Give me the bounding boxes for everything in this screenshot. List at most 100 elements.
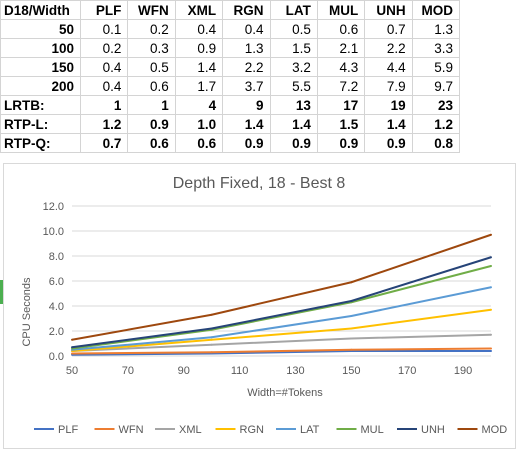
y-tick-label: 2.0: [49, 326, 64, 338]
series-line-plf[interactable]: [71, 350, 491, 356]
table-cell: 19: [364, 95, 413, 115]
table-cell: 0.2: [79, 38, 129, 58]
chart-canvas: 0.0 2.0 4.0 6.0 8.0 10.0 12.0 50 70 90 110 130 150 17…: [21, 175, 508, 436]
legend-label: PLF: [58, 424, 78, 436]
series-line-unh[interactable]: [71, 256, 492, 349]
table-row: 150 0.4 0.5 1.4 2.2 3.2 4.3 4.4 5.9: [0, 57, 461, 77]
axes: 0.0 2.0 4.0 6.0 8.0 10.0 12.0 50 70 90 110 130 150 17…: [43, 201, 473, 377]
series-line-lat[interactable]: [71, 286, 492, 351]
table-cell: 0.9: [269, 133, 318, 153]
series-line-wfn[interactable]: [71, 347, 492, 355]
table-cell: 7.2: [316, 76, 366, 96]
table-cell: 9: [222, 95, 271, 115]
data-point: [210, 327, 213, 330]
x-tick-label: 90: [178, 365, 190, 377]
table-cell: 1.3: [411, 19, 461, 39]
data-point: [210, 351, 213, 354]
data-point: [210, 338, 213, 341]
series-lines: [71, 233, 492, 356]
table-cell: 1.5: [269, 38, 318, 58]
table-cell: 5.9: [411, 57, 461, 77]
legend-item[interactable]: MUL: [336, 424, 384, 436]
row-label: 150: [0, 57, 81, 77]
header-cell: RGN: [222, 0, 271, 20]
table-cell: 0.5: [269, 19, 318, 39]
legend-item[interactable]: UNH: [397, 424, 445, 436]
data-point: [350, 315, 353, 317]
data-point: [71, 352, 73, 355]
row-label: 50: [0, 19, 81, 39]
summary-row: RTP-Q: 0.7 0.6 0.6 0.9 0.9 0.9 0.9 0.8: [0, 133, 461, 153]
table-cell: 4.4: [364, 57, 413, 77]
data-point: [210, 313, 213, 316]
table-cell: 3.7: [222, 76, 271, 96]
legend-label: RGN: [240, 424, 265, 436]
x-axis-label: Width=#Tokens: [247, 387, 323, 399]
table-cell: 0.4: [79, 57, 129, 77]
header-cell: WFN: [127, 0, 176, 20]
data-point: [490, 265, 492, 267]
table-cell: 0.6: [127, 133, 176, 153]
series-line-mod[interactable]: [71, 233, 492, 341]
table-cell: 1.2: [411, 114, 461, 134]
table-row: 200 0.4 0.6 1.7 3.7 5.5 7.2 7.9 9.7: [0, 76, 461, 96]
header-cell: XML: [174, 0, 224, 20]
table-cell: 4: [174, 95, 224, 115]
y-tick-label: 0.0: [49, 351, 64, 363]
y-tick-label: 10.0: [43, 226, 64, 238]
table-cell: 0.3: [127, 38, 176, 58]
y-tick-label: 12.0: [43, 201, 64, 213]
legend-item[interactable]: XML: [155, 424, 202, 436]
x-tick-label: 110: [231, 365, 249, 377]
table-cell: 0.6: [174, 133, 224, 153]
data-point: [490, 256, 492, 259]
table-row: 50 0.1 0.2 0.4 0.4 0.5 0.6 0.7 1.3: [0, 19, 461, 39]
data-table: D18/Width PLF WFN XML RGN LAT MUL UNH MOD 50 0.1 0.…: [0, 0, 461, 153]
table-cell: 2.2: [222, 57, 271, 77]
data-point: [490, 350, 492, 352]
series-line-mul[interactable]: [71, 265, 492, 350]
data-point: [350, 337, 353, 340]
table-cell: 1.4: [364, 114, 413, 134]
table-cell: 1.5: [316, 114, 366, 134]
header-row: D18/Width PLF WFN XML RGN LAT MUL UNH MOD: [0, 0, 461, 20]
data-point: [490, 233, 492, 236]
data-point: [210, 336, 213, 339]
y-tick-label: 6.0: [49, 276, 64, 288]
table-cell: 0.9: [174, 38, 224, 58]
data-point: [490, 286, 492, 289]
table-cell: 0.4: [222, 19, 271, 39]
table-cell: 0.2: [127, 19, 176, 39]
line-chart[interactable]: 0.0 2.0 4.0 6.0 8.0 10.0 12.0 50 70 90 110 130 150 17…: [3, 163, 516, 449]
series-line-xml[interactable]: [71, 333, 492, 352]
data-point: [350, 348, 353, 351]
data-point: [490, 347, 492, 350]
table-cell: 1.4: [222, 114, 271, 134]
legend-label: XML: [179, 424, 202, 436]
row-label: RTP-L:: [0, 114, 81, 134]
legend-label: MUL: [361, 424, 384, 436]
table-cell: 23: [411, 95, 461, 115]
table-cell: 0.9: [364, 133, 413, 153]
table-cell: 7.9: [364, 76, 413, 96]
table-cell: 0.7: [364, 19, 413, 39]
summary-row: LRTB: 1 1 4 9 13 17 19 23: [0, 95, 461, 115]
header-cell: LAT: [269, 0, 318, 20]
legend-item[interactable]: MOD: [457, 424, 508, 436]
legend-item[interactable]: WFN: [94, 424, 144, 436]
legend-item[interactable]: RGN: [215, 424, 265, 436]
table-cell: 0.8: [411, 133, 461, 153]
table-cell: 9.7: [411, 76, 461, 96]
table-cell: 1.4: [269, 114, 318, 134]
sheet-edge-marker: [0, 280, 3, 304]
series-line-rgn[interactable]: [71, 308, 492, 352]
legend-label: LAT: [300, 424, 320, 436]
legend-item[interactable]: LAT: [276, 424, 320, 436]
legend-item[interactable]: PLF: [34, 424, 78, 436]
table-cell: 3.2: [269, 57, 318, 77]
header-cell: MOD: [411, 0, 461, 20]
table-cell: 1.0: [174, 114, 224, 134]
gridlines: [72, 205, 491, 357]
table-cell: 17: [316, 95, 366, 115]
row-label: 200: [0, 76, 81, 96]
